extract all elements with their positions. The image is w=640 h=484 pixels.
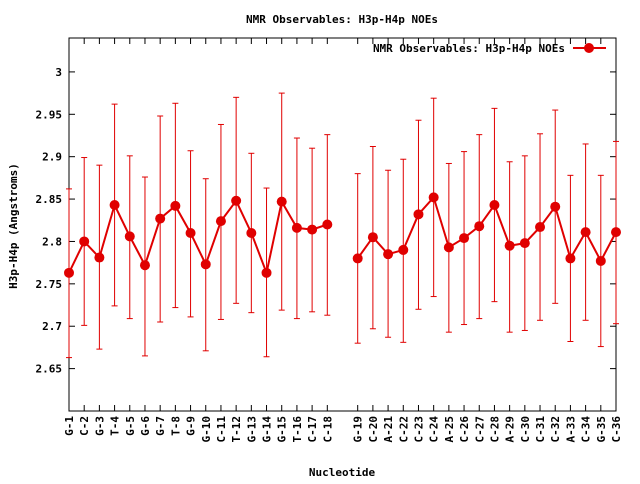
x-tick-label: C-26 [458,416,471,443]
data-point [170,200,181,211]
data-point [489,200,500,211]
series-layer [64,92,621,359]
plot-frame [68,37,617,412]
data-point [155,213,166,224]
x-tick-label: G-3 [93,416,106,436]
x-tick-label: G-6 [139,416,152,436]
series-line [68,198,328,277]
x-tick-label: C-17 [306,416,319,443]
x-tick-label: C-2 [78,416,91,436]
y-axis-label: H3p-H4p (Angstroms) [7,163,20,289]
x-tick-label: G-1 [63,416,76,436]
x-tick-label: G-9 [185,416,198,436]
data-point [231,195,242,206]
data-point [428,192,439,203]
data-point [276,196,287,207]
x-tick-label: C-34 [580,416,593,443]
x-tick-label: C-32 [549,416,562,443]
x-tick-label: C-31 [534,416,547,443]
x-tick-label: G-7 [154,416,167,436]
x-tick-label: C-11 [215,416,228,443]
x-tick-label: A-33 [564,416,577,443]
data-point [474,221,485,232]
data-point [307,224,318,235]
data-point [352,253,363,264]
x-tick-label: A-25 [443,416,456,443]
x-tick-label: C-36 [610,416,623,443]
x-tick-label: C-30 [519,416,532,443]
x-tick-label: A-29 [504,416,517,443]
x-tick-label: C-28 [488,416,501,443]
data-point [200,259,211,270]
data-point [443,242,454,253]
data-point [398,244,409,255]
y-tick-label: 2.8 [42,235,62,248]
series-line [356,195,617,264]
data-point [64,267,74,278]
data-point [550,201,561,212]
data-point [124,231,135,242]
y-tick-label: 2.85 [36,193,63,206]
y-tick-label: 2.75 [36,278,63,291]
data-point [94,252,105,263]
x-tick-label: G-5 [124,416,137,436]
data-point [246,227,257,238]
y-tick-label: 2.95 [36,108,63,121]
data-point [79,236,90,247]
data-point [322,219,333,230]
data-point [139,260,150,271]
data-point [565,253,576,264]
x-tick-label: G-10 [200,416,213,443]
data-point [185,227,196,238]
y-ticks: 2.65 2.7 2.75 2.8 2.85 2.9 2.95 3 [36,66,616,376]
x-tick-label: C-27 [473,416,486,443]
x-tick-label: C-23 [412,416,425,443]
data-point [383,249,394,260]
data-point [367,232,378,243]
x-tick-label: C-18 [321,416,334,443]
data-point [413,209,424,220]
legend-label: NMR Observables: H3p-H4p NOEs [373,42,565,55]
x-tick-label: T-12 [230,416,243,443]
legend-swatch-marker [584,43,594,53]
x-tick-label: G-14 [261,416,274,443]
x-axis-label: Nucleotide [309,466,376,479]
x-tick-label: T-16 [291,416,304,443]
x-tick-label: C-22 [397,416,410,443]
data-point [215,216,226,227]
x-tick-label: C-24 [428,416,441,443]
y-tick-label: 2.9 [42,151,62,164]
x-tick-label: C-20 [367,416,380,443]
data-point [459,233,470,244]
x-tick-label: G-35 [595,416,608,443]
x-ticks: G-1 C-2 G-3 T-4 G-5 G-6 G-7 T-8 G-9 G-10 C-11 T-12 G… [63,38,623,443]
data-point [291,222,302,233]
x-tick-label: A-21 [382,416,395,443]
legend: NMR Observables: H3p-H4p NOEs [373,42,606,55]
data-point [261,267,272,278]
x-tick-label: G-15 [276,416,289,443]
data-point [504,240,515,251]
x-tick-label: T-4 [109,416,122,436]
data-point [519,238,530,249]
data-point [580,227,591,238]
data-point [535,222,546,233]
y-tick-label: 2.7 [42,320,62,333]
x-tick-label: G-13 [245,416,258,443]
x-tick-label: G-19 [352,416,365,443]
chart-title: NMR Observables: H3p-H4p NOEs [246,13,438,26]
y-tick-label: 3 [55,66,62,79]
data-point [595,255,606,266]
y-tick-label: 2.65 [36,363,63,376]
x-tick-label: T-8 [169,416,182,436]
data-point [611,227,621,238]
data-point [109,200,120,211]
